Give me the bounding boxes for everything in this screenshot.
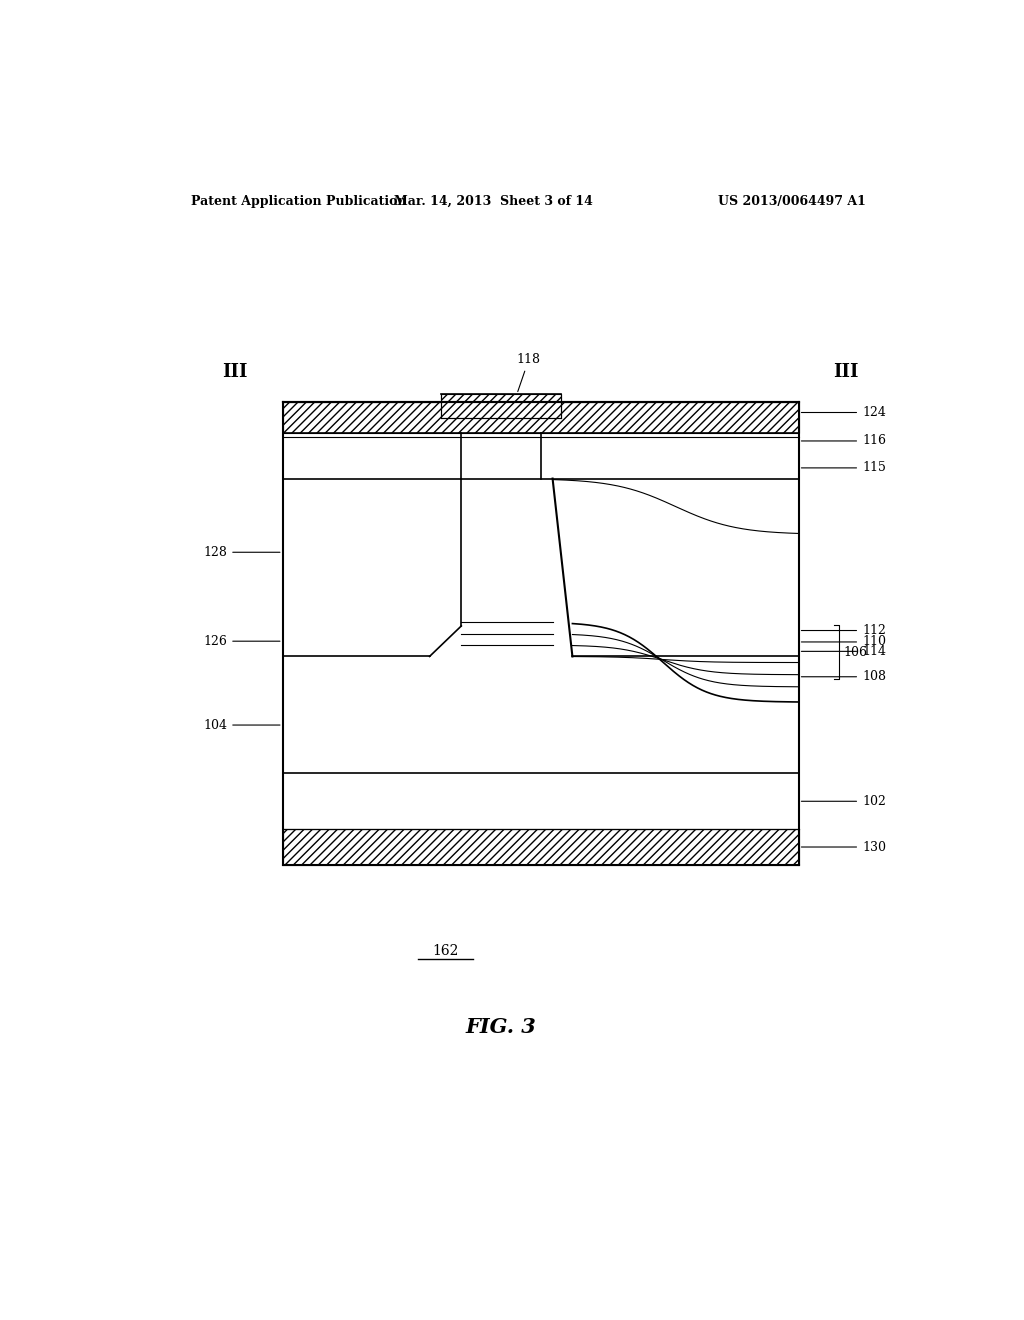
Text: 106: 106 — [844, 645, 867, 659]
Text: US 2013/0064497 A1: US 2013/0064497 A1 — [718, 194, 866, 207]
Polygon shape — [441, 395, 560, 417]
Text: III: III — [222, 363, 248, 381]
Text: 112: 112 — [802, 624, 886, 638]
Text: 104: 104 — [203, 718, 280, 731]
Text: 110: 110 — [802, 635, 886, 648]
Text: 130: 130 — [802, 841, 886, 854]
Text: 116: 116 — [802, 434, 886, 447]
Text: 126: 126 — [204, 635, 280, 648]
Text: 115: 115 — [802, 462, 886, 474]
Text: 118: 118 — [517, 352, 541, 392]
Text: 162: 162 — [432, 944, 459, 958]
Text: 128: 128 — [204, 545, 280, 558]
Text: 108: 108 — [802, 671, 886, 684]
Text: 102: 102 — [802, 795, 886, 808]
Text: Patent Application Publication: Patent Application Publication — [191, 194, 407, 207]
Polygon shape — [283, 829, 799, 865]
Polygon shape — [283, 403, 799, 433]
Text: 124: 124 — [802, 407, 886, 418]
Text: III: III — [834, 363, 859, 381]
Text: FIG. 3: FIG. 3 — [466, 1018, 537, 1038]
Text: 114: 114 — [802, 645, 886, 657]
Text: Mar. 14, 2013  Sheet 3 of 14: Mar. 14, 2013 Sheet 3 of 14 — [393, 194, 593, 207]
